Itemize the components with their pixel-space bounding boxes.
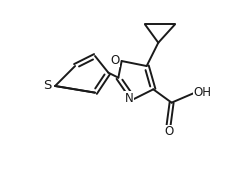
Text: O: O bbox=[164, 125, 174, 138]
Text: OH: OH bbox=[194, 86, 212, 99]
Text: N: N bbox=[125, 92, 134, 105]
Text: S: S bbox=[44, 79, 52, 92]
Text: O: O bbox=[110, 54, 120, 67]
